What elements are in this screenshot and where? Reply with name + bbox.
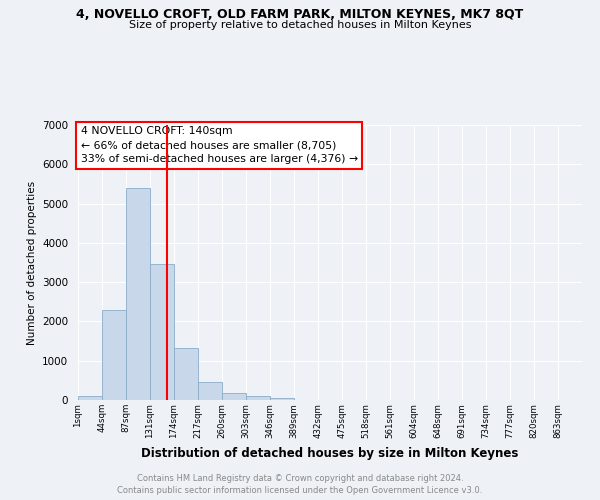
Text: Size of property relative to detached houses in Milton Keynes: Size of property relative to detached ho… — [129, 20, 471, 30]
Bar — [150, 264, 174, 400]
Bar — [78, 396, 102, 400]
Bar — [102, 310, 126, 400]
Bar — [174, 348, 198, 400]
Y-axis label: Number of detached properties: Number of detached properties — [26, 180, 37, 344]
Bar — [222, 392, 246, 400]
Bar — [246, 396, 270, 400]
Bar — [270, 398, 294, 400]
Bar — [198, 382, 222, 400]
Text: 4 NOVELLO CROFT: 140sqm
← 66% of detached houses are smaller (8,705)
33% of semi: 4 NOVELLO CROFT: 140sqm ← 66% of detache… — [80, 126, 358, 164]
Bar — [126, 188, 150, 400]
Text: Distribution of detached houses by size in Milton Keynes: Distribution of detached houses by size … — [142, 448, 518, 460]
Text: Contains HM Land Registry data © Crown copyright and database right 2024.
Contai: Contains HM Land Registry data © Crown c… — [118, 474, 482, 495]
Text: 4, NOVELLO CROFT, OLD FARM PARK, MILTON KEYNES, MK7 8QT: 4, NOVELLO CROFT, OLD FARM PARK, MILTON … — [76, 8, 524, 20]
